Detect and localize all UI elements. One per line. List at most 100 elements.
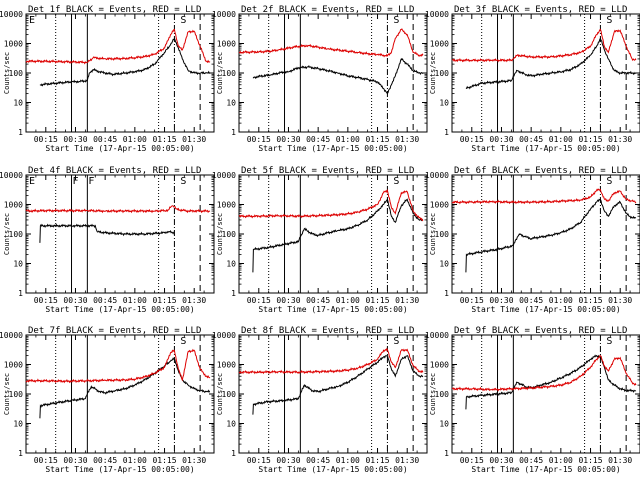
panel-title: Det 9f BLACK = Events, RED = LLD xyxy=(454,326,627,336)
y-tick-label: 10000 xyxy=(425,171,449,180)
series-line-events xyxy=(252,354,424,415)
y-tick-label: 100 xyxy=(222,69,237,78)
x-axis-label: Start Time (17-Apr-15 00:05:00) xyxy=(45,465,194,474)
x-axis-label: Start Time (17-Apr-15 00:05:00) xyxy=(471,144,620,153)
y-tick-label: 1000 xyxy=(4,40,23,49)
x-axis-label: Start Time (17-Apr-15 00:05:00) xyxy=(471,465,620,474)
y-tick-label: 1000 xyxy=(217,361,236,370)
x-tick-label: 01:15 xyxy=(365,456,389,465)
x-tick-label: 01:00 xyxy=(123,296,147,305)
y-tick-label: 100 xyxy=(9,69,24,78)
x-tick-label: 00:15 xyxy=(34,296,58,305)
x-axis-label: Start Time (17-Apr-15 00:05:00) xyxy=(45,144,194,153)
x-tick-label: 00:45 xyxy=(93,296,117,305)
x-tick-label: 00:15 xyxy=(460,296,484,305)
x-tick-label: 01:30 xyxy=(395,296,419,305)
x-tick-label: 01:00 xyxy=(336,296,360,305)
flag-label: F xyxy=(88,176,94,187)
y-tick-label: 10000 xyxy=(425,10,449,19)
x-axis-label: Start Time (17-Apr-15 00:05:00) xyxy=(258,305,407,314)
series-line-lld xyxy=(238,28,424,58)
x-tick-label: 01:00 xyxy=(336,456,360,465)
panel-title: Det 3f BLACK = Events, RED = LLD xyxy=(454,5,627,15)
y-tick-label: 1000 xyxy=(4,361,23,370)
x-tick-label: 00:45 xyxy=(519,456,543,465)
y-tick-label: 100 xyxy=(435,230,450,239)
y-tick-label: 10 xyxy=(13,260,23,269)
y-tick-label: 1 xyxy=(231,128,236,137)
x-tick-label: 01:00 xyxy=(549,296,573,305)
x-tick-label: 00:30 xyxy=(276,135,300,144)
panel-title: Det 1f BLACK = Events, RED = LLD xyxy=(28,5,201,15)
series-line-events xyxy=(252,57,424,95)
y-tick-label: 10 xyxy=(226,420,236,429)
x-tick-label: 01:15 xyxy=(578,296,602,305)
x-tick-label: 01:15 xyxy=(152,456,176,465)
y-axis-label: Counts/sec xyxy=(429,52,437,94)
flag-label: F xyxy=(73,176,79,187)
y-tick-label: 10000 xyxy=(0,171,23,180)
y-tick-label: 1000 xyxy=(217,201,236,210)
y-tick-label: 100 xyxy=(222,230,237,239)
y-axis-label: Counts/sec xyxy=(3,52,11,94)
y-tick-label: 1 xyxy=(18,449,23,458)
panel-title: Det 6f BLACK = Events, RED = LLD xyxy=(454,166,627,176)
series-line-events xyxy=(39,223,175,243)
series-line-lld xyxy=(451,355,637,392)
x-axis-label: Start Time (17-Apr-15 00:05:00) xyxy=(258,465,407,474)
x-tick-label: 00:30 xyxy=(63,456,87,465)
y-tick-label: 1 xyxy=(18,128,23,137)
panel-title: Det 7f BLACK = Events, RED = LLD xyxy=(28,326,201,336)
x-tick-label: 01:00 xyxy=(123,456,147,465)
x-tick-label: 01:30 xyxy=(182,456,206,465)
flag-label: S xyxy=(180,15,186,26)
flag-label: S xyxy=(393,176,399,187)
x-tick-label: 00:45 xyxy=(519,296,543,305)
x-tick-label: 01:00 xyxy=(549,456,573,465)
y-tick-label: 100 xyxy=(222,390,237,399)
y-tick-label: 1 xyxy=(444,289,449,298)
flag-label: S xyxy=(393,336,399,347)
x-tick-label: 01:30 xyxy=(182,135,206,144)
series-line-events xyxy=(39,37,211,87)
y-tick-label: 10000 xyxy=(425,331,449,340)
y-tick-label: 100 xyxy=(9,390,24,399)
y-tick-label: 10 xyxy=(439,420,449,429)
y-tick-label: 1000 xyxy=(4,201,23,210)
x-tick-label: 01:15 xyxy=(365,135,389,144)
y-tick-label: 10000 xyxy=(212,171,236,180)
panel-title: Det 4f BLACK = Events, RED = LLD xyxy=(28,166,201,176)
x-tick-label: 01:30 xyxy=(395,135,419,144)
series-line-lld xyxy=(238,347,424,375)
y-tick-label: 10 xyxy=(13,420,23,429)
y-tick-label: 10000 xyxy=(0,331,23,340)
y-tick-label: 10000 xyxy=(0,10,23,19)
panel-title: Det 5f BLACK = Events, RED = LLD xyxy=(241,166,414,176)
x-tick-label: 01:15 xyxy=(365,296,389,305)
x-tick-label: 00:15 xyxy=(460,456,484,465)
x-tick-label: 00:30 xyxy=(489,296,513,305)
series-line-lld xyxy=(451,28,637,63)
panel-det-7: Det 7f BLACK = Events, RED = LLD 1 10 100 10… xyxy=(0,326,215,474)
x-tick-label: 00:45 xyxy=(306,456,330,465)
y-tick-label: 10 xyxy=(439,260,449,269)
series-line-events xyxy=(465,198,637,273)
x-tick-label: 00:30 xyxy=(63,135,87,144)
y-tick-label: 10000 xyxy=(212,331,236,340)
y-tick-label: 1000 xyxy=(430,201,449,210)
x-tick-label: 00:45 xyxy=(93,456,117,465)
series-line-events xyxy=(465,37,637,90)
y-tick-label: 1 xyxy=(444,128,449,137)
y-tick-label: 1 xyxy=(444,449,449,458)
panel-det-4: Det 4f BLACK = Events, RED = LLD 1 10 100 10… xyxy=(0,166,215,314)
y-axis-label: Counts/sec xyxy=(429,373,437,415)
panel-title: Det 2f BLACK = Events, RED = LLD xyxy=(241,5,414,15)
y-tick-label: 100 xyxy=(9,230,24,239)
x-tick-label: 00:30 xyxy=(63,296,87,305)
x-tick-label: 00:15 xyxy=(34,456,58,465)
series-line-events xyxy=(252,198,424,273)
series-line-lld xyxy=(451,188,637,205)
y-tick-label: 100 xyxy=(435,390,450,399)
